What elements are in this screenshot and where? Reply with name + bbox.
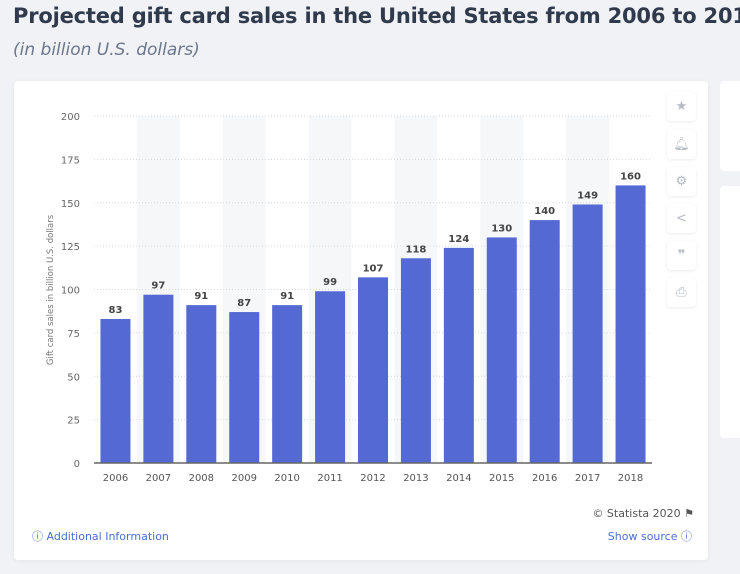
bar — [272, 305, 303, 463]
data-label: 107 — [363, 263, 384, 274]
info-icon: ⓘ — [32, 530, 43, 543]
show-source-link[interactable]: Show source ⓘ — [608, 528, 692, 544]
x-tick-label: 2011 — [317, 473, 342, 484]
data-label: 130 — [491, 223, 512, 234]
bar — [400, 258, 431, 463]
y-axis-label: Gift card sales in billion U.S. dollars — [46, 214, 56, 365]
info-icon: ⓘ — [681, 530, 692, 543]
data-label: 140 — [534, 206, 555, 217]
y-tick-label: 175 — [61, 155, 80, 166]
star-icon[interactable]: ★ — [667, 92, 696, 121]
bar — [315, 291, 346, 463]
x-tick-label: 2008 — [189, 473, 214, 484]
bar — [229, 312, 260, 463]
y-tick-label: 200 — [61, 112, 80, 123]
x-tick-label: 2014 — [446, 473, 471, 484]
additional-information-label: Additional Information — [46, 530, 169, 543]
bar — [529, 220, 560, 463]
bar — [615, 185, 646, 463]
bar — [143, 294, 174, 463]
x-tick-label: 2012 — [360, 473, 385, 484]
y-tick-label: 0 — [74, 459, 80, 470]
data-label: 124 — [448, 234, 469, 245]
y-tick-label: 100 — [61, 286, 80, 297]
side-panel-bottom — [720, 186, 740, 438]
data-label: 87 — [237, 298, 251, 309]
x-tick-label: 2010 — [274, 473, 299, 484]
x-tick-label: 2009 — [232, 473, 257, 484]
x-tick-label: 2006 — [103, 473, 128, 484]
y-tick-label: 75 — [67, 329, 80, 340]
x-tick-label: 2017 — [575, 473, 600, 484]
bar — [572, 204, 603, 464]
y-tick-label: 50 — [67, 372, 80, 383]
credit-text: © Statista 2020 — [592, 507, 681, 520]
flag-icon[interactable]: ⚑ — [684, 507, 694, 520]
bar — [186, 305, 217, 463]
data-label: 160 — [620, 171, 641, 182]
x-tick-label: 2018 — [618, 473, 643, 484]
share-icon[interactable]: < — [667, 204, 696, 233]
data-label: 91 — [280, 291, 294, 302]
bar — [486, 237, 517, 463]
bell-icon[interactable]: 🔔︎ — [667, 130, 696, 159]
x-tick-label: 2007 — [146, 473, 171, 484]
data-label: 91 — [194, 291, 208, 302]
page-title: Projected gift card sales in the United … — [13, 4, 740, 28]
statista-credit: © Statista 2020 ⚑ — [592, 507, 694, 520]
y-tick-label: 150 — [61, 199, 80, 210]
data-label: 97 — [151, 281, 165, 292]
quote-icon[interactable]: ❞ — [667, 241, 696, 270]
show-source-label: Show source — [607, 530, 678, 543]
x-tick-label: 2015 — [489, 473, 514, 484]
y-tick-label: 125 — [61, 242, 80, 253]
side-panel-top — [720, 81, 740, 171]
additional-information-link[interactable]: ⓘ Additional Information — [32, 528, 169, 544]
print-icon[interactable]: ⎙ — [667, 278, 696, 307]
bar — [358, 277, 388, 463]
x-tick-label: 2013 — [403, 473, 428, 484]
data-label: 149 — [577, 190, 598, 201]
gear-icon[interactable]: ⚙ — [667, 167, 696, 196]
page-subtitle: (in billion U.S. dollars) — [13, 40, 200, 60]
bar — [100, 318, 131, 463]
data-label: 99 — [323, 277, 337, 288]
data-label: 118 — [405, 244, 426, 255]
bar — [443, 247, 474, 463]
x-tick-label: 2016 — [532, 473, 557, 484]
y-tick-label: 25 — [67, 416, 80, 427]
data-label: 83 — [109, 305, 123, 316]
